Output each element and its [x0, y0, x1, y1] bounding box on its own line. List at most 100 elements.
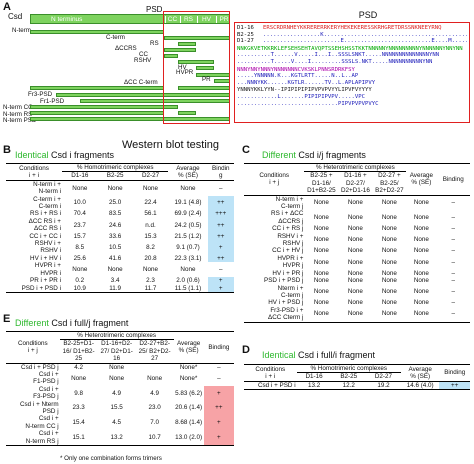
c-row-binding: – — [451, 258, 455, 266]
construct-ntermrs-bar-b — [178, 111, 196, 115]
c-row-value-3: None — [381, 269, 397, 277]
panel-b-table: Conditions i + i % Homotrimeric complexes… — [6, 163, 234, 293]
construct-ntermrs-bar-a — [30, 111, 164, 115]
c-table-row: HV i + PR j None None None None – — [244, 270, 470, 277]
e-row-average: 5.83 (6.2) — [175, 389, 203, 397]
b-row-b225: 83.5 — [109, 210, 122, 218]
construct-nterm-label: N-term — [12, 27, 31, 34]
e-row-average: None* — [179, 363, 198, 371]
panel-e-label: E — [3, 313, 11, 325]
b-row-condition-line1: HVPR i + — [34, 262, 61, 270]
c-row-binding: – — [451, 236, 455, 244]
panel-d-label: D — [242, 344, 250, 356]
c-row-binding: – — [451, 247, 455, 255]
c-row-condition-line2: C-term j — [281, 203, 304, 211]
c-row-condition: RS i + ΔCC ΔCCRS j — [244, 210, 304, 225]
c-row-value-2: None — [347, 269, 363, 277]
b-row-condition: HV i + HV i — [6, 255, 62, 262]
seq-line-3: .......................E................… — [263, 38, 467, 45]
b-row-condition: N-term i + N-term i — [6, 180, 62, 195]
c-row-condition: RSHV i + RSHV j — [244, 233, 304, 248]
b-row-b225: 11.9 — [109, 284, 122, 292]
c-row-value-1: None — [313, 299, 329, 307]
c-table-row: N-term i + C-term j None None None None – — [244, 195, 470, 210]
e-row-value-2: None — [109, 374, 125, 382]
seq-line-7: NNNYNNYNNNYNNNNNNNCVKSKLPNNSRDRKFSY — [237, 66, 355, 73]
e-col-1: B2-25+D1-16/ D1+B2-25 — [59, 339, 98, 364]
e-row-value-2: 4.5 — [112, 419, 122, 427]
construct-dcc-cterm-bar-a — [30, 86, 164, 90]
c-table-row: CC i + RS j None None None None – — [244, 225, 470, 232]
c-col-group: % Heterotrimeric complexes — [304, 163, 407, 173]
b-row-d227: 15.3 — [144, 232, 157, 240]
b-row-condition-line2: C-term i — [38, 203, 61, 211]
c-row-value-3: None — [381, 277, 397, 285]
psd-zoom-title: PSD — [358, 10, 378, 20]
c-row-value-1: None — [313, 269, 329, 277]
b-row-condition-line1: PR i + PR i — [30, 277, 61, 285]
construct-ntermpsd-label: N-term PSD — [3, 117, 37, 124]
c-row-average: None — [413, 236, 429, 244]
b-row-binding: ++ — [207, 232, 234, 241]
b-row-condition-line1: CC i + CC i — [29, 232, 61, 240]
d-col-group: % Homotrimeric complexes — [296, 364, 401, 374]
c-row-average: None — [413, 214, 429, 222]
b-row-average: 24.2 (0.5) — [174, 221, 202, 229]
c-row-value-3: None — [381, 199, 397, 207]
construct-rshv-label: RSHV — [134, 57, 152, 64]
e-row-condition-line1: Csd i + — [38, 371, 59, 379]
c-row-condition-line1: RS i + ΔCC — [271, 210, 304, 218]
domain-pr-label: PR — [216, 16, 231, 23]
e-row-binding: ++ — [203, 400, 234, 416]
construct-ntermrs-label: N-term RS — [3, 111, 33, 118]
c-row-value-3: None — [381, 214, 397, 222]
b-row-condition-line1: C-term i + — [33, 195, 61, 203]
e-row-average: None* — [179, 374, 198, 382]
b-row-average: 11.5 (1.1) — [174, 284, 202, 292]
b-row-b225: None — [107, 265, 123, 273]
c-row-average: None — [413, 269, 429, 277]
b-row-d116: 70.4 — [73, 210, 86, 218]
b-row-binding: + — [207, 240, 234, 255]
e-row-value-3: 7.0 — [150, 419, 160, 427]
b-row-binding: +++ — [207, 210, 234, 218]
b-row-d116: None — [72, 265, 88, 273]
c-row-average: None — [413, 247, 429, 255]
panel-b-heading-identical: Identical — [15, 150, 49, 160]
c-table-row: HVPR i + HVPR j None None None None – — [244, 255, 470, 270]
e-row-value-2: None — [109, 363, 125, 371]
c-row-value-2: None — [347, 310, 363, 318]
c-row-value-1: None — [313, 288, 329, 296]
c-row-value-2: None — [347, 214, 363, 222]
domain-rs-label: RS — [180, 16, 196, 23]
e-row-value-1: 15.1 — [72, 433, 85, 441]
domain-nterminus-label: N terminus — [51, 16, 83, 23]
e-col-3: D2-27+B2-25/ B2+D2-27 — [135, 339, 174, 364]
d-row-condition: Csd i + PSD i — [257, 381, 296, 389]
panel-d-table: Conditions i + i % Homotrimeric complexes… — [244, 364, 470, 390]
b-row-average: 22.3 (3.1) — [174, 254, 202, 262]
c-row-condition-line1: Fr3-PSD i + — [270, 306, 304, 314]
e-row-value-3: 10.7 — [148, 433, 161, 441]
c-row-value-2: None — [347, 225, 363, 233]
d-row-b225: 12.2 — [342, 381, 355, 389]
b-row-binding: – — [219, 184, 223, 192]
e-col-binding: Binding — [203, 331, 234, 364]
c-row-condition-line1: HV i + PR j — [272, 269, 304, 277]
construct-fr3psd-label: Fr3-PSD — [28, 91, 53, 98]
e-col-2: D1-16+D2-27/ D2+D1-16 — [97, 339, 136, 364]
c-row-condition-line2: HVPR j — [282, 262, 304, 270]
e-table-row: Csd i + F3-PSD j 9.8 4.9 4.9 5.83 (6.2) + — [6, 385, 234, 401]
b-row-condition: RSHV i + RSHV i — [6, 240, 62, 255]
e-row-condition-line1: Csd i + — [38, 415, 59, 423]
b-row-condition-line2: ΔCC RS i — [34, 225, 61, 233]
c-row-value-2: None — [347, 288, 363, 296]
c-row-average: None — [413, 258, 429, 266]
b-table-row: CC i + CC i 15.7 33.6 15.3 21.5 (1.2) ++ — [6, 232, 234, 241]
seq-line-6: ..........T.....V....I.........SSSLS.NKT… — [237, 58, 433, 65]
psd-region-box — [163, 11, 230, 124]
c-row-average: None — [413, 288, 429, 296]
c-row-binding: – — [451, 199, 455, 207]
panel-b-heading-rest: Csd i fragments — [48, 150, 115, 160]
d-col-binding: Binding — [439, 364, 470, 382]
